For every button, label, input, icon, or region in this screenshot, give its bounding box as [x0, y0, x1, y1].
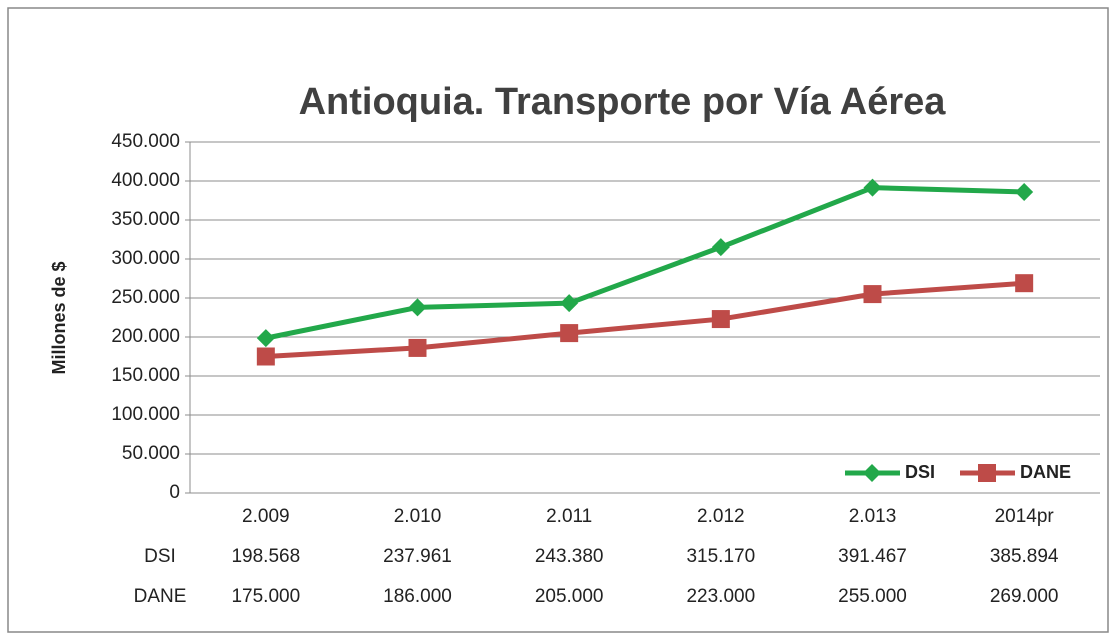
table-value: 198.568: [231, 546, 300, 567]
legend-label: DANE: [1020, 462, 1071, 482]
data-point: [256, 347, 275, 366]
table-value: 315.170: [686, 546, 755, 567]
y-tick-label: 150.000: [111, 365, 180, 386]
x-tick-label: 2.009: [242, 506, 290, 527]
data-point: [1015, 274, 1034, 293]
y-axis-label: Millones de $: [49, 261, 69, 374]
table-row-label: DANE: [134, 586, 187, 607]
y-tick-label: 200.000: [111, 326, 180, 347]
data-point: [408, 298, 427, 317]
data-point: [863, 285, 882, 304]
x-tick-label: 2.013: [849, 506, 897, 527]
x-tick-label: 2.012: [697, 506, 745, 527]
data-point: [408, 338, 427, 357]
x-tick-label: 2014pr: [995, 506, 1055, 527]
chart-title: Antioquia. Transporte por Vía Aérea: [299, 81, 947, 123]
y-tick-label: 300.000: [111, 248, 180, 269]
y-tick-label: 350.000: [111, 209, 180, 230]
legend-marker: [863, 464, 881, 482]
data-point: [711, 310, 730, 329]
data-point: [863, 178, 882, 197]
data-point: [256, 329, 275, 348]
y-tick-label: 50.000: [122, 443, 180, 464]
y-tick-label: 450.000: [111, 131, 180, 152]
data-point: [560, 294, 579, 313]
data-point: [560, 324, 579, 343]
legend-label: DSI: [905, 462, 935, 482]
x-tick-label: 2.010: [394, 506, 442, 527]
table-value: 223.000: [686, 586, 755, 607]
x-tick-label: 2.011: [546, 506, 592, 527]
legend-marker: [978, 464, 996, 482]
table-value: 385.894: [990, 546, 1059, 567]
y-tick-label: 100.000: [111, 404, 180, 425]
series-line: [265, 185, 1025, 341]
data-point: [1015, 183, 1034, 202]
table-value: 269.000: [990, 586, 1059, 607]
table-value: 175.000: [231, 586, 300, 607]
table-row-label: DSI: [144, 546, 176, 567]
chart-border: [7, 7, 1109, 633]
table-value: 205.000: [535, 586, 604, 607]
series-line: [265, 280, 1025, 359]
table-value: 186.000: [383, 586, 452, 607]
data-point: [711, 238, 730, 257]
table-value: 391.467: [838, 546, 907, 567]
table-value: 237.961: [383, 546, 452, 567]
table-value: 255.000: [838, 586, 907, 607]
table-value: 243.380: [535, 546, 604, 567]
y-tick-label: 0: [169, 482, 180, 503]
y-tick-label: 400.000: [111, 170, 180, 191]
y-tick-label: 250.000: [111, 287, 180, 308]
